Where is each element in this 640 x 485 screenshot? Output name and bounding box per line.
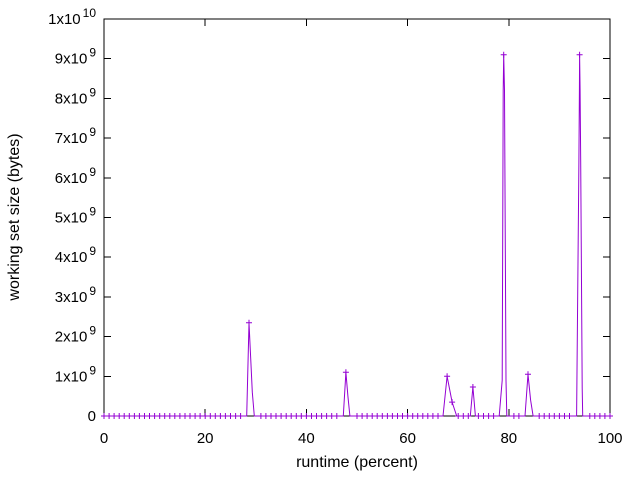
data-series-working-set [101, 51, 613, 419]
svg-text:20: 20 [197, 430, 214, 447]
y-axis-title: working set size (bytes) [6, 133, 23, 301]
x-tick-labels: 0 20 40 60 80 100 [100, 430, 623, 447]
svg-text:40: 40 [298, 430, 315, 447]
series-plus-markers [101, 51, 613, 419]
y-tick-labels: 0 1x10 9 2x10 9 3x10 9 4x10 9 5x10 9 6x10 9 7x10 9 8x10… [48, 6, 96, 425]
svg-text:80: 80 [500, 430, 517, 447]
svg-text:0: 0 [88, 408, 96, 425]
svg-text:0: 0 [100, 430, 108, 447]
svg-text:100: 100 [597, 430, 622, 447]
x-axis-title: runtime (percent) [296, 454, 418, 471]
svg-text:60: 60 [399, 430, 416, 447]
